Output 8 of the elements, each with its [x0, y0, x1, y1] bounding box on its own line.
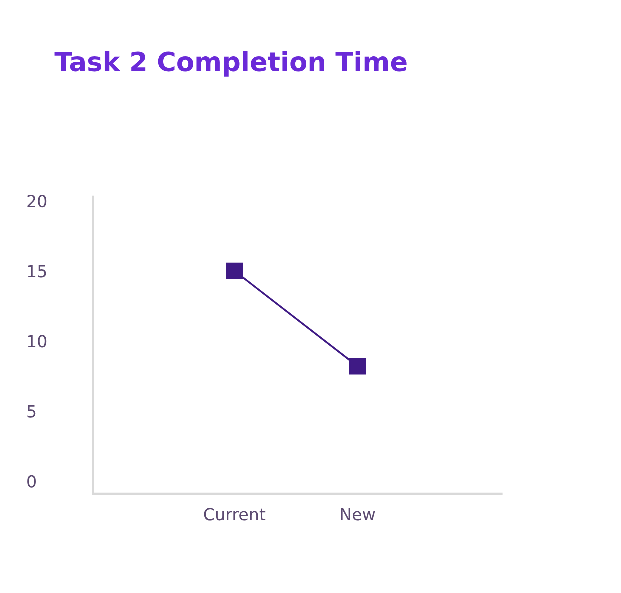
y-tick-label: 10 — [28, 335, 47, 348]
chart-title: Task 2 Completion Time — [54, 51, 407, 77]
x-tick-label: Current — [204, 508, 266, 521]
y-tick-label: 15 — [28, 265, 46, 278]
y-tick-label: 5 — [28, 405, 36, 418]
y-tick-label: 0 — [28, 475, 36, 488]
x-tick-label: New — [341, 508, 376, 521]
y-tick-label: 20 — [28, 195, 47, 208]
